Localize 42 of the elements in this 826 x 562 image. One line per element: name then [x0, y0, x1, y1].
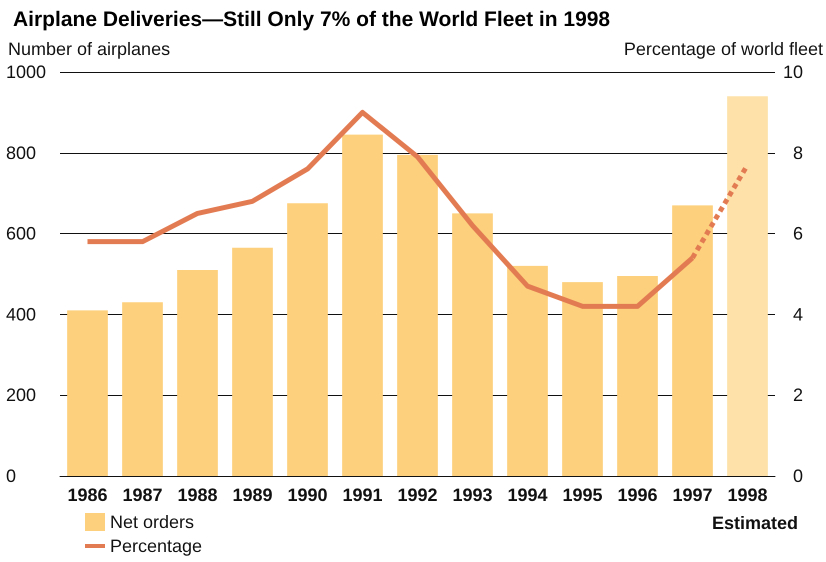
y-tick-label: 800	[6, 142, 36, 163]
y2-tick-label: 6	[792, 224, 803, 244]
x-tick-label: 1998	[727, 485, 768, 505]
x-tick-label: 1986	[67, 485, 108, 505]
x-tick-label: 1989	[232, 485, 273, 505]
bar	[177, 270, 218, 476]
y2-tick-label: 8	[792, 142, 803, 163]
bar	[342, 134, 383, 476]
y2-axis-title: Percentage of world fleet	[624, 39, 823, 59]
x-tick-label: 1994	[507, 485, 548, 505]
y-tick-label: 0	[6, 466, 16, 486]
bar	[67, 310, 108, 476]
y2-tick-label: 0	[792, 466, 803, 486]
bar	[507, 266, 548, 476]
y2-tick-label: 2	[792, 385, 803, 406]
bar	[397, 154, 438, 476]
bar	[122, 302, 163, 476]
y-tick-label: 200	[6, 385, 36, 406]
y-tick-label: 400	[6, 304, 36, 324]
chart-title: Airplane Deliveries—Still Only 7% of the World Fleet in 1998	[13, 8, 610, 31]
x-tick-label: 1993	[452, 485, 493, 505]
bar	[452, 213, 493, 476]
y2-tick-label: 4	[792, 304, 803, 324]
x-tick-label: 1997	[672, 485, 713, 505]
x-tick-label: 1991	[342, 485, 383, 505]
y2-tick-label: 10	[782, 62, 803, 82]
y-axis-title: Number of airplanes	[8, 39, 170, 59]
text: Estimated	[712, 513, 798, 533]
bar	[617, 276, 658, 476]
x-tick-label: 1992	[397, 485, 438, 505]
x-tick-label: 1990	[287, 485, 328, 505]
legend-label: Net orders	[110, 512, 194, 532]
y-tick-label: 1000	[6, 62, 46, 82]
legend-label: Percentage	[110, 536, 202, 556]
x-tick-label: 1987	[122, 485, 163, 505]
x-tick-label: 1996	[617, 485, 658, 505]
x-tick-label: 1995	[562, 485, 603, 505]
x-tick-label: 1988	[177, 485, 218, 505]
bar	[287, 203, 328, 476]
bar	[232, 248, 273, 476]
y-tick-label: 600	[6, 224, 36, 244]
bar	[562, 282, 603, 476]
